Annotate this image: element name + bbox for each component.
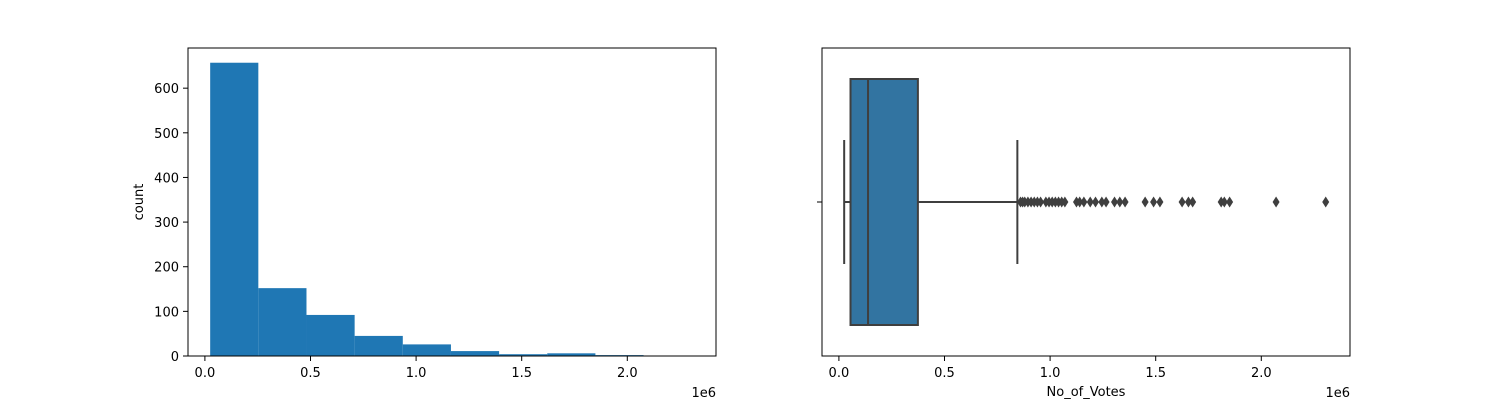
boxplot-outlier [1102, 196, 1110, 208]
histogram-bar [402, 344, 451, 356]
histogram-chart: 0.0 0.5 1.0 1.5 2.0 0 100 200 300 400 500 600 coun… [132, 47, 717, 400]
boxplot-body [843, 78, 1019, 326]
boxplot-outlier [1184, 196, 1192, 208]
boxplot-x-tick-label: 0.0 [829, 366, 850, 381]
histogram-bars [210, 62, 644, 356]
boxplot-outlier [1086, 196, 1094, 208]
histogram-y-tick-label: 600 [154, 82, 179, 97]
boxplot-box [849, 78, 919, 326]
boxplot-outlier [1322, 196, 1330, 208]
boxplot-outlier [1061, 196, 1069, 208]
boxplot-x-tick-label: 1.5 [1145, 366, 1166, 381]
boxplot-x-tick-label: 1.0 [1040, 366, 1061, 381]
boxplot-outliers [1017, 196, 1330, 208]
boxplot-outlier [1189, 196, 1197, 208]
boxplot-chart: 0.0 0.5 1.0 1.5 2.0 No_of_Votes 1e6 [817, 47, 1351, 400]
boxplot-x-ticks: 0.0 0.5 1.0 1.5 2.0 [829, 356, 1272, 381]
boxplot-outlier [1121, 196, 1129, 208]
boxplot-outlier [1098, 196, 1106, 208]
histogram-y-tick-label: 400 [154, 171, 179, 186]
boxplot-x-offset-label: 1e6 [1325, 386, 1350, 400]
histogram-x-offset-label: 1e6 [691, 386, 716, 400]
histogram-y-tick-label: 100 [154, 305, 179, 320]
boxplot-frame [821, 47, 1351, 357]
boxplot-outlier [1116, 196, 1124, 208]
histogram-y-axis-label: count [132, 184, 147, 221]
boxplot-outlier [1076, 196, 1084, 208]
histogram-bar [547, 353, 596, 356]
histogram-x-tick-label: 1.5 [511, 366, 532, 381]
histogram-y-ticks: 0 100 200 300 400 500 600 [154, 82, 188, 365]
histogram-x-tick-label: 0.5 [300, 366, 321, 381]
histogram-y-tick-label: 300 [154, 216, 179, 231]
boxplot-outlier [1226, 196, 1234, 208]
histogram-x-tick-label: 1.0 [406, 366, 427, 381]
histogram-frame [187, 47, 717, 357]
boxplot-outlier [1220, 196, 1228, 208]
histogram-x-tick-label: 0.0 [195, 366, 216, 381]
boxplot-outlier [1092, 196, 1100, 208]
boxplot-x-axis-label: No_of_Votes [1047, 385, 1126, 400]
histogram-bar [354, 335, 403, 356]
boxplot-outlier [1111, 196, 1119, 208]
histogram-bar [210, 62, 259, 356]
boxplot-outlier [1272, 196, 1280, 208]
boxplot-outlier [1141, 196, 1149, 208]
boxplot-outlier [1156, 196, 1164, 208]
boxplot-outlier [1080, 196, 1088, 208]
histogram-bar [258, 288, 307, 356]
histogram-bar [306, 314, 355, 356]
histogram-x-ticks: 0.0 0.5 1.0 1.5 2.0 [195, 356, 638, 381]
boxplot-outlier [1150, 196, 1158, 208]
histogram-y-tick-label: 200 [154, 261, 179, 276]
boxplot-outlier [1037, 196, 1045, 208]
boxplot-outlier [1178, 196, 1186, 208]
histogram-y-tick-label: 500 [154, 127, 179, 142]
histogram-y-tick-label: 0 [171, 350, 179, 365]
histogram-bar [450, 351, 500, 356]
boxplot-x-tick-label: 0.5 [934, 366, 955, 381]
histogram-bar [499, 354, 548, 356]
histogram-x-tick-label: 2.0 [617, 366, 638, 381]
boxplot-x-tick-label: 2.0 [1251, 366, 1272, 381]
